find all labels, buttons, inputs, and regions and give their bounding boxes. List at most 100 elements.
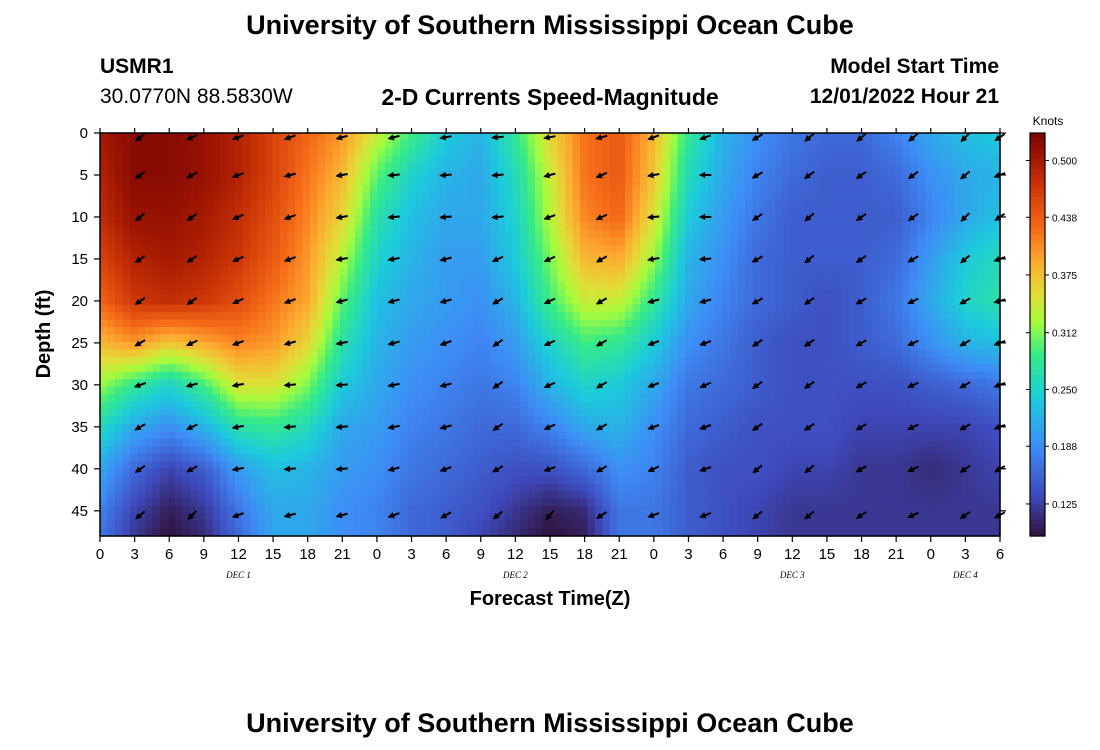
heatmap-cell bbox=[797, 379, 806, 388]
heatmap-cell bbox=[272, 274, 281, 283]
heatmap-cell bbox=[145, 140, 154, 149]
heatmap-cell bbox=[850, 401, 859, 410]
heatmap-cell bbox=[985, 409, 994, 418]
heatmap-cell bbox=[310, 267, 319, 276]
heatmap-cell bbox=[197, 431, 206, 440]
heatmap-cell bbox=[280, 289, 289, 298]
heatmap-cell bbox=[475, 170, 484, 179]
heatmap-cell bbox=[610, 416, 619, 425]
heatmap-cell bbox=[595, 274, 604, 283]
heatmap-cell bbox=[647, 252, 656, 261]
heatmap-cell bbox=[715, 386, 724, 395]
heatmap-cell bbox=[310, 170, 319, 179]
heatmap-cell bbox=[812, 356, 821, 365]
heatmap-cell bbox=[917, 215, 926, 224]
heatmap-cell bbox=[370, 289, 379, 298]
heatmap-cell bbox=[355, 371, 364, 380]
heatmap-cell bbox=[122, 401, 131, 410]
heatmap-cell bbox=[370, 312, 379, 321]
heatmap-cell bbox=[355, 237, 364, 246]
heatmap-cell bbox=[955, 140, 964, 149]
heatmap-cell bbox=[235, 237, 244, 246]
heatmap-cell bbox=[377, 244, 386, 253]
heatmap-cell bbox=[730, 267, 739, 276]
heatmap-cell bbox=[167, 304, 176, 313]
heatmap-cell bbox=[490, 386, 499, 395]
heatmap-cell bbox=[737, 394, 746, 403]
heatmap-cell bbox=[100, 177, 109, 186]
heatmap-cell bbox=[977, 282, 986, 291]
heatmap-cell bbox=[272, 438, 281, 448]
heatmap-cell bbox=[332, 133, 341, 142]
heatmap-cell bbox=[437, 282, 446, 291]
heatmap-cell bbox=[137, 416, 146, 425]
heatmap-cell bbox=[355, 192, 364, 201]
heatmap-cell bbox=[220, 319, 229, 328]
heatmap-cell bbox=[250, 274, 259, 283]
heatmap-cell bbox=[857, 274, 866, 283]
heatmap-cell bbox=[512, 341, 521, 351]
heatmap-cell bbox=[902, 371, 911, 380]
heatmap-cell bbox=[632, 192, 641, 201]
heatmap-cell bbox=[977, 155, 986, 164]
heatmap-cell bbox=[272, 252, 281, 261]
heatmap-cell bbox=[707, 274, 716, 283]
heatmap-cell bbox=[625, 319, 634, 328]
heatmap-cell bbox=[482, 319, 491, 328]
heatmap-cell bbox=[572, 319, 581, 328]
heatmap-cell bbox=[617, 140, 626, 149]
heatmap-cell bbox=[422, 207, 431, 216]
heatmap-cell bbox=[437, 162, 446, 171]
heatmap-cell bbox=[872, 200, 881, 209]
heatmap-cell bbox=[842, 371, 851, 380]
heatmap-cell bbox=[205, 409, 214, 418]
heatmap-cell bbox=[595, 394, 604, 403]
heatmap-cell bbox=[385, 133, 394, 142]
heatmap-cell bbox=[152, 162, 161, 171]
heatmap-cell bbox=[325, 356, 334, 365]
heatmap-cell bbox=[370, 140, 379, 149]
heatmap-cell bbox=[370, 155, 379, 164]
heatmap-cell bbox=[400, 438, 409, 448]
heatmap-cell bbox=[122, 438, 131, 448]
heatmap-cell bbox=[167, 155, 176, 164]
heatmap-cell bbox=[850, 147, 859, 156]
heatmap-cell bbox=[647, 259, 656, 268]
heatmap-cell bbox=[827, 259, 836, 268]
heatmap-cell bbox=[722, 252, 731, 261]
heatmap-cell bbox=[827, 177, 836, 186]
heatmap-cell bbox=[797, 155, 806, 164]
heatmap-cell bbox=[535, 424, 544, 433]
heatmap-cell bbox=[962, 409, 971, 418]
heatmap-cell bbox=[415, 244, 424, 253]
heatmap-cell bbox=[835, 379, 844, 388]
heatmap-cell bbox=[250, 207, 259, 216]
heatmap-cell bbox=[107, 364, 116, 373]
heatmap-cell bbox=[992, 312, 1001, 321]
heatmap-cell bbox=[107, 207, 116, 216]
heatmap-cell bbox=[512, 170, 521, 179]
heatmap-cell bbox=[970, 192, 979, 201]
heatmap-cell bbox=[467, 147, 476, 156]
heatmap-cell bbox=[482, 312, 491, 321]
heatmap-cell bbox=[775, 155, 784, 164]
heatmap-cell bbox=[790, 192, 799, 201]
heatmap-cell bbox=[947, 319, 956, 328]
heatmap-cell bbox=[107, 177, 116, 186]
heatmap-cell bbox=[490, 252, 499, 261]
heatmap-cell bbox=[310, 356, 319, 365]
heatmap-cell bbox=[685, 364, 694, 373]
heatmap-cell bbox=[872, 133, 881, 142]
heatmap-cell bbox=[617, 185, 626, 194]
heatmap-cell bbox=[632, 244, 641, 253]
heatmap-cell bbox=[497, 162, 506, 171]
heatmap-cell bbox=[460, 401, 469, 410]
heatmap-cell bbox=[497, 334, 506, 343]
heatmap-cell bbox=[122, 252, 131, 261]
heatmap-cell bbox=[505, 267, 514, 276]
heatmap-cell bbox=[775, 215, 784, 224]
heatmap-cell bbox=[992, 252, 1001, 261]
heatmap-cell bbox=[677, 401, 686, 410]
heatmap-cell bbox=[737, 289, 746, 298]
heatmap-cell bbox=[197, 237, 206, 246]
